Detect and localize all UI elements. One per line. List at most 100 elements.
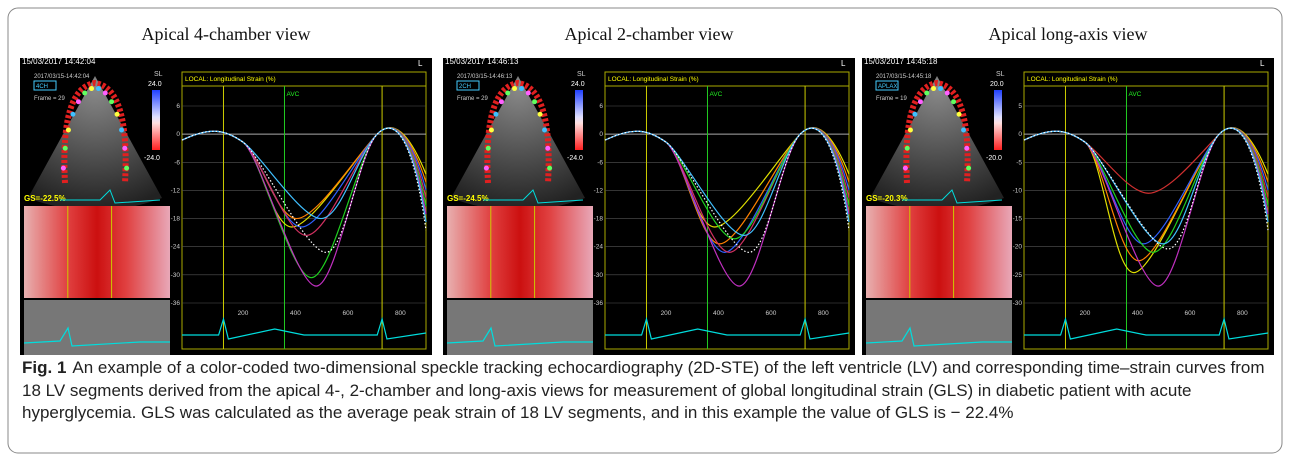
frame-label: Frame = 29 bbox=[457, 96, 489, 102]
tracking-dot bbox=[119, 127, 124, 132]
x-tick-label: 800 bbox=[1237, 310, 1248, 317]
timestamp: 15/03/2017 14:46:13 bbox=[445, 57, 519, 66]
y-tick-label: -30 bbox=[1013, 300, 1023, 307]
tracking-dot bbox=[966, 166, 971, 171]
tracking-dot bbox=[103, 91, 108, 96]
scale-bottom: -20.0 bbox=[986, 155, 1002, 162]
tracking-dot bbox=[957, 112, 962, 117]
tracking-dot bbox=[905, 146, 910, 151]
tracking-dot bbox=[931, 86, 936, 91]
tracking-dot bbox=[538, 112, 543, 117]
tracking-dot bbox=[961, 127, 966, 132]
panel-title: Apical 2-chamber view bbox=[565, 24, 734, 44]
mmode bbox=[866, 300, 1012, 355]
frame-label: Frame = 29 bbox=[34, 96, 66, 102]
scale-top: 24.0 bbox=[148, 81, 162, 88]
y-tick-label: -30 bbox=[171, 272, 181, 279]
y-tick-label: 5 bbox=[1018, 103, 1022, 110]
caption-label: Fig. 1 bbox=[22, 358, 66, 377]
scale-top: 24.0 bbox=[571, 81, 585, 88]
tracking-dot bbox=[908, 127, 913, 132]
panel-title: Apical 4-chamber view bbox=[142, 24, 311, 44]
y-tick-label: 6 bbox=[599, 103, 603, 110]
tracking-dot bbox=[918, 99, 923, 104]
mmode bbox=[24, 300, 170, 355]
corner-label: L bbox=[841, 59, 846, 68]
tracking-dot bbox=[519, 86, 524, 91]
y-tick-label: -12 bbox=[171, 187, 181, 194]
y-tick-label: -6 bbox=[597, 159, 603, 166]
colormap bbox=[24, 206, 170, 298]
timestamp: 15/03/2017 14:45:18 bbox=[864, 57, 938, 66]
tracking-dot bbox=[938, 86, 943, 91]
tracking-dot bbox=[63, 146, 68, 151]
tracking-dot bbox=[951, 99, 956, 104]
y-tick-label: -5 bbox=[1016, 159, 1022, 166]
y-tick-label: -24 bbox=[171, 244, 181, 251]
x-tick-label: 200 bbox=[238, 310, 249, 317]
caption: Fig. 1An example of a color-coded two-di… bbox=[22, 357, 1267, 425]
y-tick-label: -25 bbox=[1013, 272, 1023, 279]
tracking-dot bbox=[122, 146, 127, 151]
tracking-dot bbox=[526, 91, 531, 96]
y-tick-label: -15 bbox=[1013, 216, 1023, 223]
x-tick-label: 400 bbox=[1132, 310, 1143, 317]
scale-top: 20.0 bbox=[990, 81, 1004, 88]
x-tick-label: 600 bbox=[1184, 310, 1195, 317]
corner-label: L bbox=[418, 59, 423, 68]
tracking-dot bbox=[493, 112, 498, 117]
x-tick-label: 800 bbox=[818, 310, 829, 317]
tracking-dot bbox=[70, 112, 75, 117]
mmode bbox=[447, 300, 593, 355]
sub-timestamp: 2017/03/15-14:45:18 bbox=[876, 74, 932, 80]
tracking-dot bbox=[82, 91, 87, 96]
tracking-dot bbox=[903, 166, 908, 171]
colormap bbox=[447, 206, 593, 298]
avc-label: AVC bbox=[709, 91, 722, 98]
gs-value: GS=-20.3% bbox=[866, 194, 908, 203]
scale-bottom: -24.0 bbox=[144, 155, 160, 162]
tracking-dot bbox=[924, 91, 929, 96]
y-tick-label: -36 bbox=[594, 300, 604, 307]
tracking-dot bbox=[964, 146, 969, 151]
tracking-dot bbox=[547, 166, 552, 171]
avc-label: AVC bbox=[286, 91, 299, 98]
tracking-dot bbox=[545, 146, 550, 151]
x-tick-label: 800 bbox=[395, 310, 406, 317]
y-tick-label: -10 bbox=[1013, 187, 1023, 194]
avc-label: AVC bbox=[1128, 91, 1141, 98]
y-tick-label: -30 bbox=[594, 272, 604, 279]
x-tick-label: 200 bbox=[661, 310, 672, 317]
tracking-dot bbox=[945, 91, 950, 96]
graph-title: LOCAL: Longitudinal Strain (%) bbox=[608, 76, 699, 83]
tracking-dot bbox=[542, 127, 547, 132]
tracking-dot bbox=[484, 166, 489, 171]
y-tick-label: -18 bbox=[171, 216, 181, 223]
corner-label: L bbox=[1260, 59, 1265, 68]
view-tag: 4CH bbox=[36, 84, 48, 90]
gs-value: GS=-24.5% bbox=[447, 194, 489, 203]
y-tick-label: 0 bbox=[1018, 131, 1022, 138]
gs-value: GS=-22.5% bbox=[24, 194, 66, 203]
figure: Apical 4-chamber view15/03/2017 14:42:04… bbox=[0, 0, 1290, 463]
scale-bar bbox=[994, 90, 1002, 150]
x-tick-label: 400 bbox=[713, 310, 724, 317]
tracking-dot bbox=[66, 127, 71, 132]
scale-bar bbox=[575, 90, 583, 150]
x-tick-label: 600 bbox=[342, 310, 353, 317]
tracking-dot bbox=[912, 112, 917, 117]
x-tick-label: 400 bbox=[290, 310, 301, 317]
tracking-dot bbox=[89, 86, 94, 91]
x-tick-label: 600 bbox=[765, 310, 776, 317]
y-tick-label: -12 bbox=[594, 187, 604, 194]
tracking-dot bbox=[532, 99, 537, 104]
panel-title: Apical long-axis view bbox=[989, 24, 1148, 44]
tracking-dot bbox=[124, 166, 129, 171]
scale-bottom: -24.0 bbox=[567, 155, 583, 162]
view-tag: APLAX bbox=[878, 84, 897, 90]
tracking-dot bbox=[109, 99, 114, 104]
scale-bar bbox=[152, 90, 160, 150]
tracking-dot bbox=[96, 86, 101, 91]
tracking-dot bbox=[499, 99, 504, 104]
frame-label: Frame = 19 bbox=[876, 96, 908, 102]
